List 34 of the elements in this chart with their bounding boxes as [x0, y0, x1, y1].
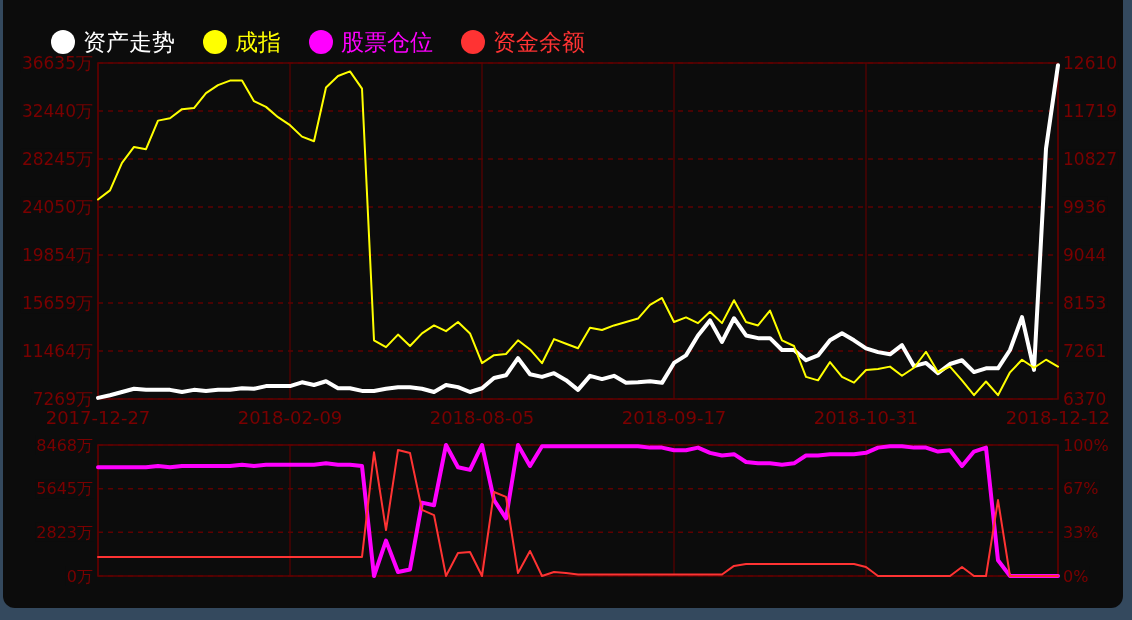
y-tick-label: 24050万 [21, 197, 93, 217]
y2-tick-label: 100% [1063, 435, 1109, 455]
y-tick-label: 28245万 [21, 149, 93, 169]
x-tick-label: 2017-12-27 [45, 407, 151, 428]
y2-tick-label: 0% [1063, 566, 1089, 586]
y2-tick-label: 8153 [1063, 292, 1107, 313]
legend-label: 股票仓位 [341, 29, 433, 55]
y2-tick-label: 10827 [1063, 149, 1118, 170]
x-tick-label: 2018-12-12 [1005, 407, 1111, 428]
legend-label: 资产走势 [83, 29, 175, 55]
y2-tick-label: 33% [1063, 522, 1099, 542]
y2-tick-label: 11719 [1063, 100, 1118, 121]
legend-label: 资金余额 [493, 29, 585, 55]
y-tick-label: 5645万 [36, 479, 93, 499]
x-tick-label: 2018-09-17 [621, 407, 727, 428]
y-tick-label: 7269万 [32, 389, 93, 409]
y2-tick-label: 12610 [1063, 53, 1118, 73]
y-tick-label: 8468万 [36, 435, 93, 455]
y-tick-label: 11464万 [21, 341, 93, 361]
y-tick-label: 15659万 [21, 293, 93, 313]
y-tick-label: 36635万 [21, 53, 93, 73]
x-tick-label: 2018-10-31 [813, 407, 919, 428]
y2-tick-label: 67% [1063, 479, 1099, 499]
y-tick-label: 19854万 [21, 245, 93, 265]
y-tick-label: 0万 [66, 566, 93, 586]
y2-tick-label: 9936 [1063, 196, 1107, 217]
y-tick-label: 32440万 [21, 101, 93, 121]
y-tick-label: 2823万 [36, 522, 93, 542]
y2-tick-label: 7261 [1063, 341, 1107, 362]
y2-tick-label: 9044 [1063, 245, 1107, 266]
x-tick-label: 2018-08-05 [429, 407, 535, 428]
legend-label: 成指 [235, 29, 281, 55]
x-tick-label: 2018-02-09 [237, 407, 343, 428]
y2-tick-label: 6370 [1063, 389, 1107, 409]
